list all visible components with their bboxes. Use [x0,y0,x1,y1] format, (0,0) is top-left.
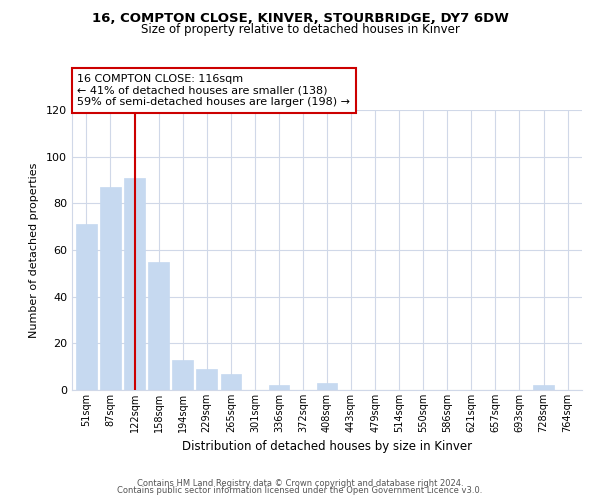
Bar [317,383,337,390]
Text: Contains HM Land Registry data © Crown copyright and database right 2024.: Contains HM Land Registry data © Crown c… [137,478,463,488]
Text: Contains public sector information licensed under the Open Government Licence v3: Contains public sector information licen… [118,486,482,495]
Bar [76,224,97,390]
Y-axis label: Number of detached properties: Number of detached properties [29,162,39,338]
Bar [533,386,554,390]
X-axis label: Distribution of detached houses by size in Kinver: Distribution of detached houses by size … [182,440,472,454]
Bar [124,178,145,390]
Text: 16 COMPTON CLOSE: 116sqm
← 41% of detached houses are smaller (138)
59% of semi-: 16 COMPTON CLOSE: 116sqm ← 41% of detach… [77,74,350,107]
Bar [172,360,193,390]
Bar [269,386,289,390]
Bar [148,262,169,390]
Bar [221,374,241,390]
Text: Size of property relative to detached houses in Kinver: Size of property relative to detached ho… [140,22,460,36]
Text: 16, COMPTON CLOSE, KINVER, STOURBRIDGE, DY7 6DW: 16, COMPTON CLOSE, KINVER, STOURBRIDGE, … [92,12,508,26]
Bar [100,187,121,390]
Bar [196,369,217,390]
